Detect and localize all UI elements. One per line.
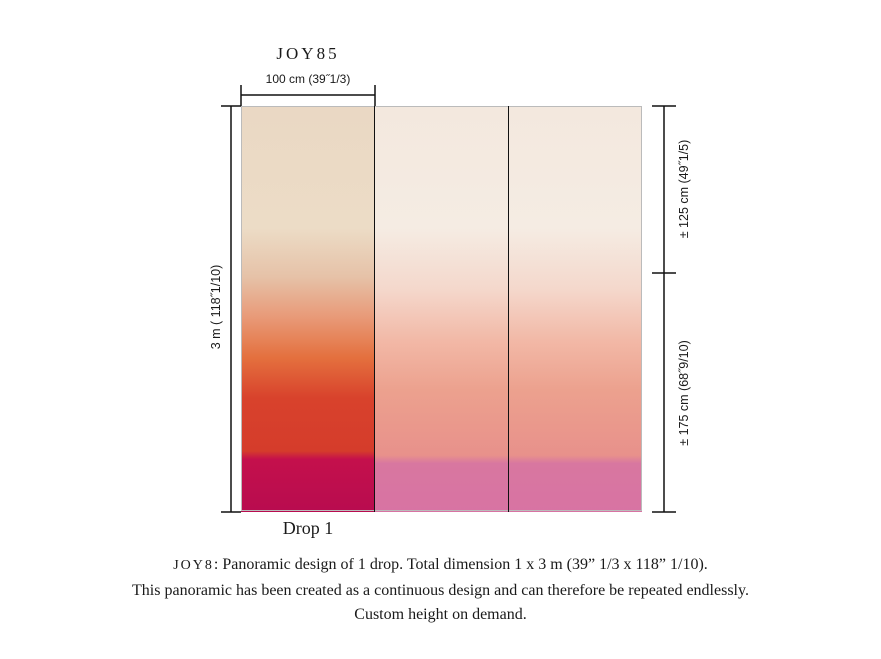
drop-repeat-panel-3 <box>509 106 642 512</box>
caption-line-1-text: : Panoramic design of 1 drop. Total dime… <box>213 556 708 573</box>
drop-1-panel <box>241 106 375 512</box>
panel-frame <box>241 106 642 511</box>
total-height-label: 3 m ( 118˝1/10) <box>209 264 223 350</box>
caption-line-3: Custom height on demand. <box>354 606 527 623</box>
drop-repeat-panel-2 <box>375 106 509 512</box>
bottom-section-label: ± 175 cm (68˝9/10) <box>677 340 691 446</box>
drop-label: Drop 1 <box>282 518 334 538</box>
top-section-label: ± 125 cm (49˝1/5) <box>677 139 691 239</box>
seam-line-1 <box>374 106 375 512</box>
seam-line-2 <box>508 106 509 512</box>
caption-line-1: JOY8: Panoramic design of 1 drop. Total … <box>0 556 881 574</box>
collection-title: JOY85 <box>276 44 340 63</box>
caption-line-2: This panoramic has been created as a con… <box>132 582 749 599</box>
caption-brand: JOY8 <box>173 558 214 573</box>
width-label: 100 cm (39˝1/3) <box>265 72 351 86</box>
